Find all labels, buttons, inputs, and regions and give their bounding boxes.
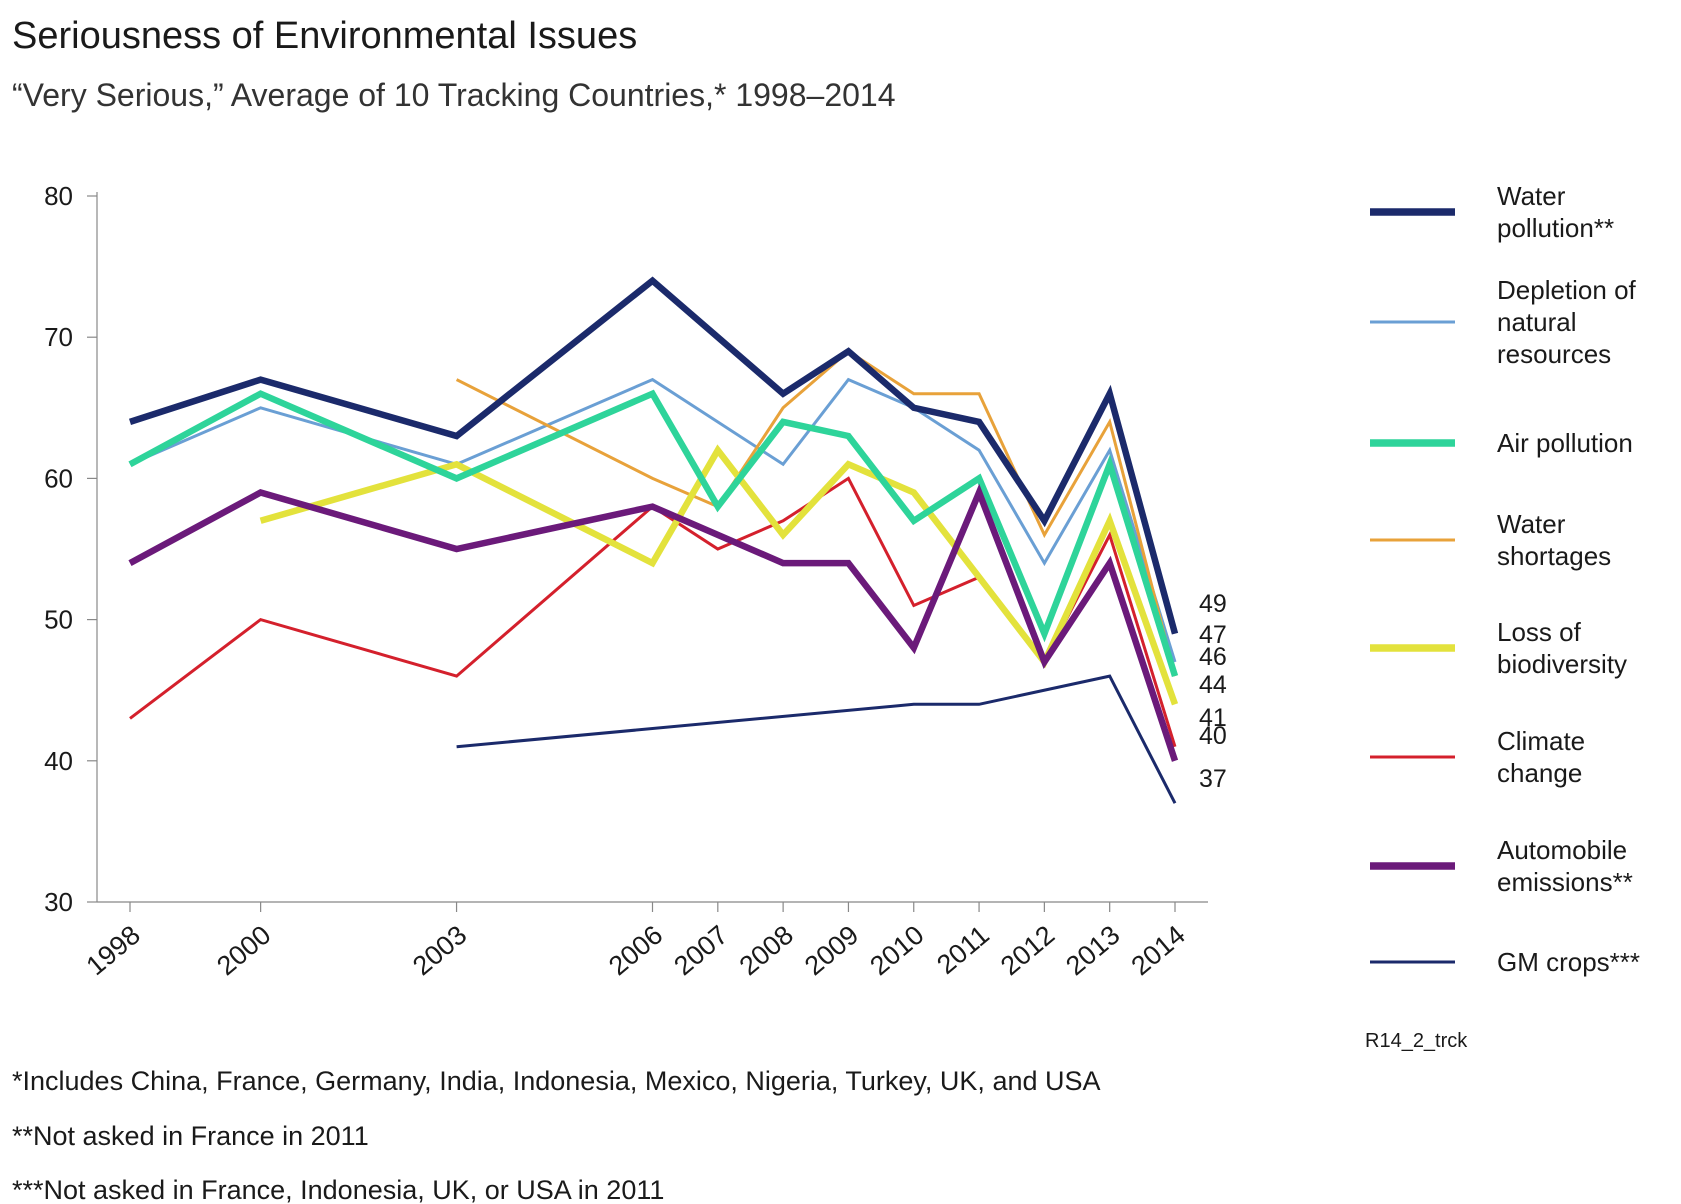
end-value-label: 46 <box>1199 643 1227 671</box>
legend-label: emissions** <box>1497 867 1633 897</box>
series-line-depletion-of-natural-resources <box>129 377 1177 663</box>
x-tick-label: 2003 <box>407 920 472 982</box>
legend-label: Automobile <box>1497 835 1627 865</box>
x-tick-label: 2013 <box>1060 920 1125 982</box>
x-tick-label: 1998 <box>81 920 146 982</box>
series-line-automobile-emissions <box>128 483 1179 762</box>
footnote-countries: *Includes China, France, Germany, India,… <box>12 1066 1101 1096</box>
x-tick-label: 2008 <box>734 920 799 982</box>
legend-label: change <box>1497 758 1582 788</box>
series-line-gm-crops <box>456 674 1177 804</box>
y-tick-label: 50 <box>44 605 73 635</box>
footnote-france: **Not asked in France in 2011 <box>12 1121 369 1151</box>
legend-label: Water <box>1497 509 1566 539</box>
legend-label: biodiversity <box>1497 649 1627 679</box>
chart-title: Seriousness of Environmental Issues <box>12 15 637 57</box>
end-value-label: 41 <box>1199 704 1227 732</box>
legend-label: Loss of <box>1497 617 1582 647</box>
legend-label: Air pollution <box>1497 428 1633 458</box>
series-air-pollution <box>128 389 1179 678</box>
legend-label: natural <box>1497 307 1577 337</box>
series-line-water-shortages <box>455 349 1177 677</box>
y-tick-label: 70 <box>44 322 73 352</box>
y-tick-label: 60 <box>44 463 73 493</box>
series-depletion-of-natural-resources <box>129 377 1177 663</box>
end-value-label: 40 <box>1199 722 1227 750</box>
series-loss-of-biodiversity <box>259 444 1179 706</box>
chart-subtitle: “Very Serious,” Average of 10 Tracking C… <box>12 77 896 113</box>
x-tick-label: 2012 <box>995 920 1060 982</box>
series-line-water-pollution <box>128 276 1179 635</box>
series-water-pollution <box>128 276 1179 635</box>
x-tick-label: 2014 <box>1126 920 1191 982</box>
series-automobile-emissions <box>128 483 1179 762</box>
legend-label: resources <box>1497 339 1611 369</box>
end-value-label: 37 <box>1199 765 1227 793</box>
series-line-air-pollution <box>128 389 1179 678</box>
legend-item-air-pollution: Air pollution <box>1370 428 1633 458</box>
series-layer <box>128 276 1179 804</box>
x-tick-label: 2006 <box>603 920 668 982</box>
legend-label: Climate <box>1497 726 1585 756</box>
legend-label: Depletion of <box>1497 275 1637 305</box>
legend-item-gm-crops: GM crops*** <box>1370 947 1640 977</box>
series-line-loss-of-biodiversity <box>259 444 1179 706</box>
end-value-label: 47 <box>1199 621 1227 649</box>
legend-label: pollution** <box>1497 213 1614 243</box>
x-tick-label: 2009 <box>799 920 864 982</box>
y-tick-label: 80 <box>44 181 73 211</box>
end-value-label: 44 <box>1199 671 1227 699</box>
x-tick-label: 2010 <box>864 920 929 982</box>
y-tick-label: 40 <box>44 746 73 776</box>
x-tick-label: 2000 <box>211 920 276 982</box>
chart-code: R14_2_trck <box>1365 1030 1468 1052</box>
series-gm-crops <box>456 674 1177 804</box>
x-tick-label: 2007 <box>668 920 733 982</box>
footnote-gm-crops: ***Not asked in France, Indonesia, UK, o… <box>12 1175 664 1204</box>
y-tick-label: 30 <box>44 887 73 917</box>
x-tick-label: 2011 <box>931 920 995 980</box>
legend-label: GM crops*** <box>1497 947 1640 977</box>
legend-label: shortages <box>1497 541 1611 571</box>
legend-label: Water <box>1497 181 1566 211</box>
end-value-label: 49 <box>1199 590 1227 618</box>
